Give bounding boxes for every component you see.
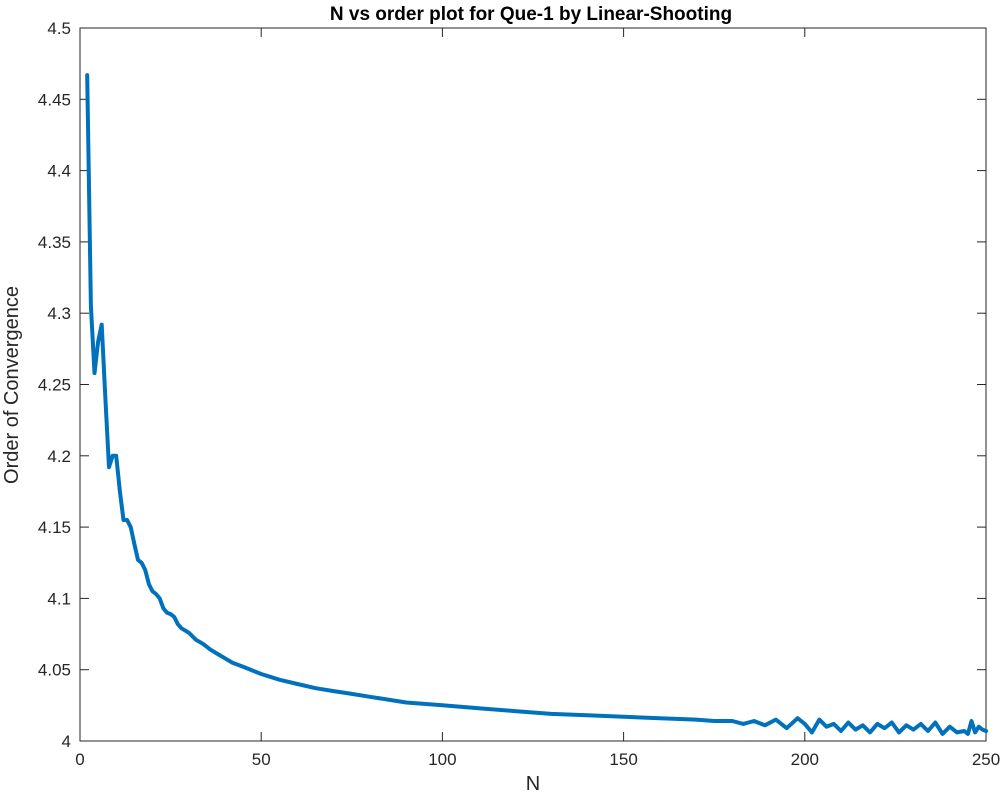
y-tick-label: 4.5 xyxy=(47,19,71,38)
y-tick-label: 4.35 xyxy=(38,233,71,252)
x-tick-label: 0 xyxy=(75,750,84,769)
y-tick-label: 4 xyxy=(62,732,71,751)
x-tick-label: 50 xyxy=(252,750,271,769)
y-tick-label: 4.25 xyxy=(38,376,71,395)
x-tick-label: 100 xyxy=(428,750,456,769)
x-axis: 0 50 100 150 200 250 xyxy=(75,28,1000,769)
axes-box xyxy=(79,27,987,742)
series-layer xyxy=(85,73,988,736)
x-tick-label: 150 xyxy=(609,750,637,769)
y-tick-label: 4.05 xyxy=(38,661,71,680)
y-axis: 4 4.05 4.1 4.15 4.2 4.25 4.3 4.35 4.4 4.45 4.5 xyxy=(38,19,986,751)
series-line-0 xyxy=(85,73,988,736)
chart-title: N vs order plot for Que-1 by Linear-Shoo… xyxy=(330,4,732,25)
y-tick-label: 4.3 xyxy=(47,304,71,323)
y-tick-label: 4.4 xyxy=(47,162,71,181)
x-tick-label: 200 xyxy=(791,750,819,769)
y-tick-label: 4.1 xyxy=(47,589,71,608)
y-tick-label: 4.2 xyxy=(47,447,71,466)
y-tick-label: 4.45 xyxy=(38,90,71,109)
y-tick-label: 4.15 xyxy=(38,518,71,537)
plot-area xyxy=(79,27,987,742)
x-tick-label: 250 xyxy=(972,750,1000,769)
y-axis-label: Order of Convergence xyxy=(1,286,23,484)
x-axis-label: N xyxy=(526,773,540,795)
